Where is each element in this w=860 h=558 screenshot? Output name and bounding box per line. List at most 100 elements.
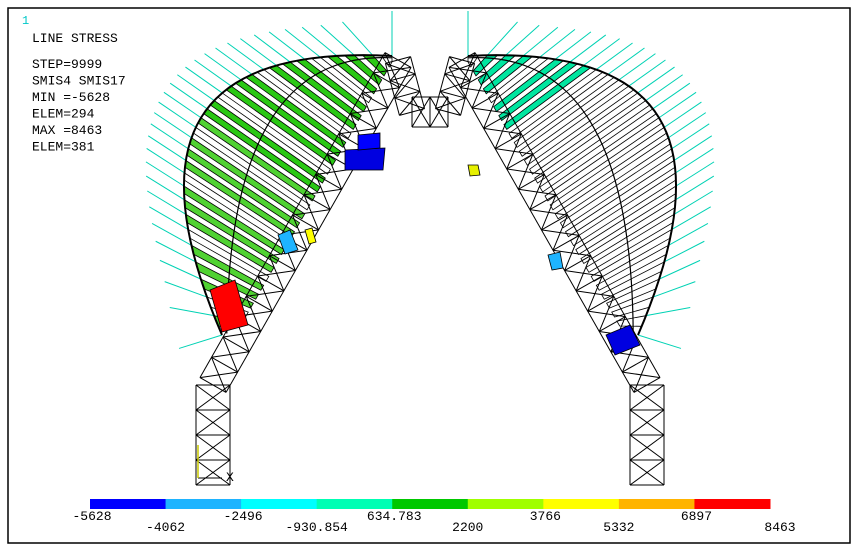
truss-member [211,351,250,358]
cable [618,53,656,81]
cable [671,123,710,150]
cable [177,74,215,101]
cable [227,42,265,70]
stress-highlight [209,279,249,333]
cable [637,334,682,349]
truss-member [494,113,511,149]
truss-member [338,127,377,135]
cable [215,47,253,75]
cable [554,31,592,60]
truss-member [350,113,377,129]
legend-label: 8463 [764,520,795,535]
outer-arch [467,54,678,336]
cable [486,21,518,56]
stress-highlight [467,164,481,177]
cable [607,47,645,75]
truss-member [471,92,499,109]
legend-band [467,499,544,509]
legend-band [392,499,469,509]
info-line: ELEM=294 [32,107,95,122]
cable [178,334,223,349]
cable [159,259,202,280]
cable [147,190,187,215]
truss-member [315,174,342,190]
stress-highlight [344,147,386,171]
truss-member [541,214,568,231]
truss-member [439,80,471,92]
inner-arch [226,56,393,334]
viewport-frame [7,7,851,544]
truss-member [506,133,522,170]
legend: -5628 -4062 -2496 -930.854 634.783 2200 3766 53… [72,499,796,535]
cable [146,148,185,174]
legend-label: 5332 [603,520,634,535]
truss-member [373,66,412,74]
cable [145,175,185,201]
cable [673,190,713,215]
truss-member [389,56,411,82]
cable [668,223,709,246]
cable [150,123,189,150]
cable [169,82,208,110]
cable [185,66,223,94]
truss-member [350,107,388,115]
truss-member [599,316,626,332]
cable [675,161,715,187]
truss-member [575,275,603,292]
truss-member [389,73,416,82]
truss-member [494,133,522,150]
truss-member [444,62,475,75]
truss-member [435,97,466,110]
cable [628,59,666,87]
truss-member [195,409,231,436]
cable [645,74,683,101]
legend-band [316,499,393,509]
truss-member [195,459,231,486]
cable [637,66,675,94]
truss-member [269,255,296,271]
cable [153,112,192,139]
cable [240,38,277,66]
truss-member [460,72,487,89]
truss-member [587,275,603,312]
truss-member [434,56,450,109]
info-line: MIN =-5628 [32,90,110,105]
legend-band [618,499,695,509]
truss-member [460,52,476,88]
truss-member [195,434,231,461]
cable [163,91,202,119]
cable [652,82,691,110]
legend-label: -930.854 [285,520,348,535]
cable [169,307,215,317]
cable [155,240,196,263]
cable [320,24,355,56]
legend-label: 6897 [681,509,712,524]
info-line: STEP=9999 [32,57,102,72]
truss-member [385,56,411,64]
legend-label: 2200 [452,520,483,535]
truss-member [444,73,471,82]
window-number: 1 [22,14,29,28]
truss-member [518,174,545,190]
truss-member [506,153,534,170]
model [145,11,715,486]
truss-member [564,255,591,271]
cable [522,26,559,57]
outer-arch [182,54,393,336]
stress-highlight [357,132,381,151]
truss-member [211,356,238,373]
truss-member [575,255,592,292]
legend-label: -5628 [72,509,111,524]
truss-member [394,73,416,99]
legend-label: 634.783 [367,509,422,524]
cable [342,21,374,56]
truss-member [587,295,615,312]
truss-member [257,270,296,277]
stress-highlight [547,251,564,271]
cable [284,28,321,58]
info-line: SMIS4 SMIS17 [32,74,126,89]
cable [663,101,702,128]
cable [145,161,185,187]
